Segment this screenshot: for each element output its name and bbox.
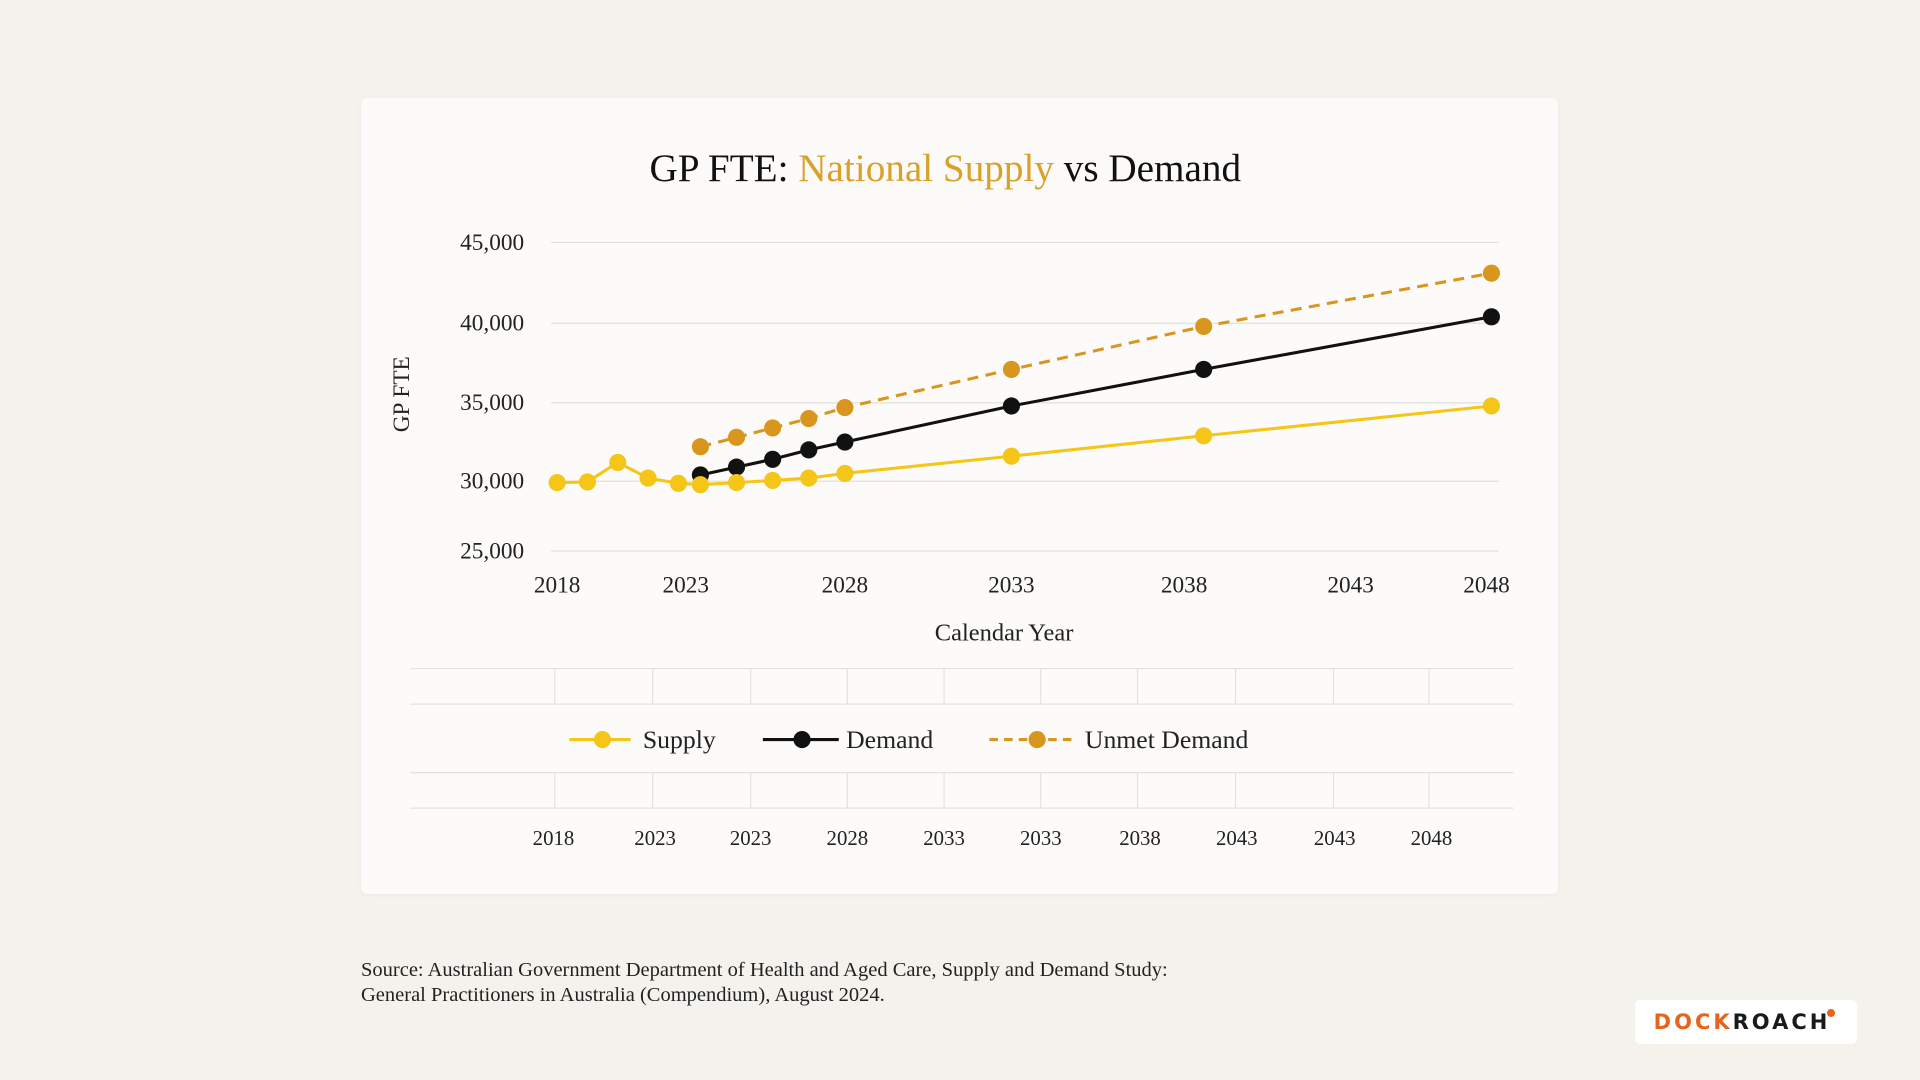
y-tick-label: 25,000 <box>460 538 524 564</box>
secondary-x-tick-label: 2043 <box>1314 826 1356 850</box>
data-point <box>836 433 854 451</box>
data-point <box>836 398 854 417</box>
y-tick-label: 30,000 <box>460 469 524 495</box>
legend-item-supply: Supply <box>569 725 716 754</box>
data-point <box>1482 308 1500 326</box>
legend-marker-icon <box>793 731 811 749</box>
x-tick-label: 2018 <box>534 573 581 599</box>
legend-label: Supply <box>643 725 716 754</box>
logo-part-1: DOCK <box>1653 1010 1733 1034</box>
secondary-x-tick-label: 2023 <box>634 826 676 850</box>
data-point <box>1195 427 1213 445</box>
dockroach-logo: DOCK ROACH <box>1635 1000 1857 1044</box>
data-point <box>1002 397 1020 415</box>
data-point <box>1482 397 1500 415</box>
secondary-x-tick-label: 2038 <box>1119 826 1161 850</box>
x-axis-label: Calendar Year <box>935 619 1074 646</box>
data-point <box>800 441 818 459</box>
data-point <box>691 438 709 456</box>
x-tick-label: 2038 <box>1161 573 1208 599</box>
series-line <box>700 315 1492 477</box>
data-point <box>764 471 782 490</box>
logo-dot-icon <box>1827 1009 1836 1017</box>
data-point <box>727 474 746 492</box>
y-tick-label: 45,000 <box>460 230 524 256</box>
data-point <box>727 428 746 446</box>
data-point <box>764 450 782 468</box>
data-point <box>800 409 818 428</box>
data-point <box>764 419 782 437</box>
data-point <box>548 474 566 492</box>
chart-title: GP FTE: National Supply vs Demand <box>650 147 1242 190</box>
chart-card <box>361 98 1558 894</box>
series-unmet-demand <box>691 264 1500 456</box>
title-accent: National Supply <box>798 147 1054 190</box>
series-supply <box>548 397 1500 494</box>
legend-label: Demand <box>846 725 933 754</box>
legend-marker-icon <box>1028 731 1046 749</box>
data-point <box>1482 264 1500 282</box>
legend-marker-icon <box>593 731 612 749</box>
legend-item-unmet-demand: Unmet Demand <box>989 725 1249 754</box>
secondary-x-tick-label: 2033 <box>1020 826 1062 850</box>
legend-item-demand: Demand <box>762 725 933 754</box>
secondary-x-tick-label: 2023 <box>730 826 772 850</box>
data-point <box>578 473 597 491</box>
x-tick-label: 2023 <box>662 573 709 599</box>
data-point <box>1195 317 1213 336</box>
data-point <box>691 476 709 494</box>
data-point <box>1002 360 1020 378</box>
secondary-x-tick-label: 2048 <box>1411 826 1453 850</box>
logo-part-2: ROACH <box>1732 1010 1831 1034</box>
x-tick-label: 2028 <box>822 573 869 599</box>
y-tick-label: 35,000 <box>460 390 524 416</box>
data-point <box>727 458 746 476</box>
series-line <box>700 271 1492 449</box>
data-point <box>609 453 627 471</box>
x-tick-label: 2048 <box>1463 573 1509 599</box>
y-tick-label: 40,000 <box>460 311 524 337</box>
title-part-1: GP FTE: <box>650 147 799 190</box>
legend-label: Unmet Demand <box>1085 725 1249 754</box>
data-point <box>669 474 687 492</box>
data-point <box>1002 447 1020 465</box>
title-part-3: vs Demand <box>1054 147 1242 190</box>
x-tick-label: 2043 <box>1327 573 1374 599</box>
data-point <box>836 464 854 482</box>
data-point <box>639 469 657 487</box>
source-note: Source: Australian Government Department… <box>361 959 1168 1006</box>
x-tick-label: 2033 <box>988 573 1035 599</box>
secondary-x-tick-label: 2033 <box>923 826 965 850</box>
secondary-x-tick-label: 2028 <box>827 826 869 850</box>
data-point <box>800 469 818 487</box>
y-axis-label: GP FTE <box>389 356 415 432</box>
data-point <box>1195 360 1213 378</box>
series-demand <box>691 308 1500 484</box>
secondary-x-tick-label: 2018 <box>533 826 575 850</box>
secondary-x-tick-label: 2043 <box>1216 826 1258 850</box>
